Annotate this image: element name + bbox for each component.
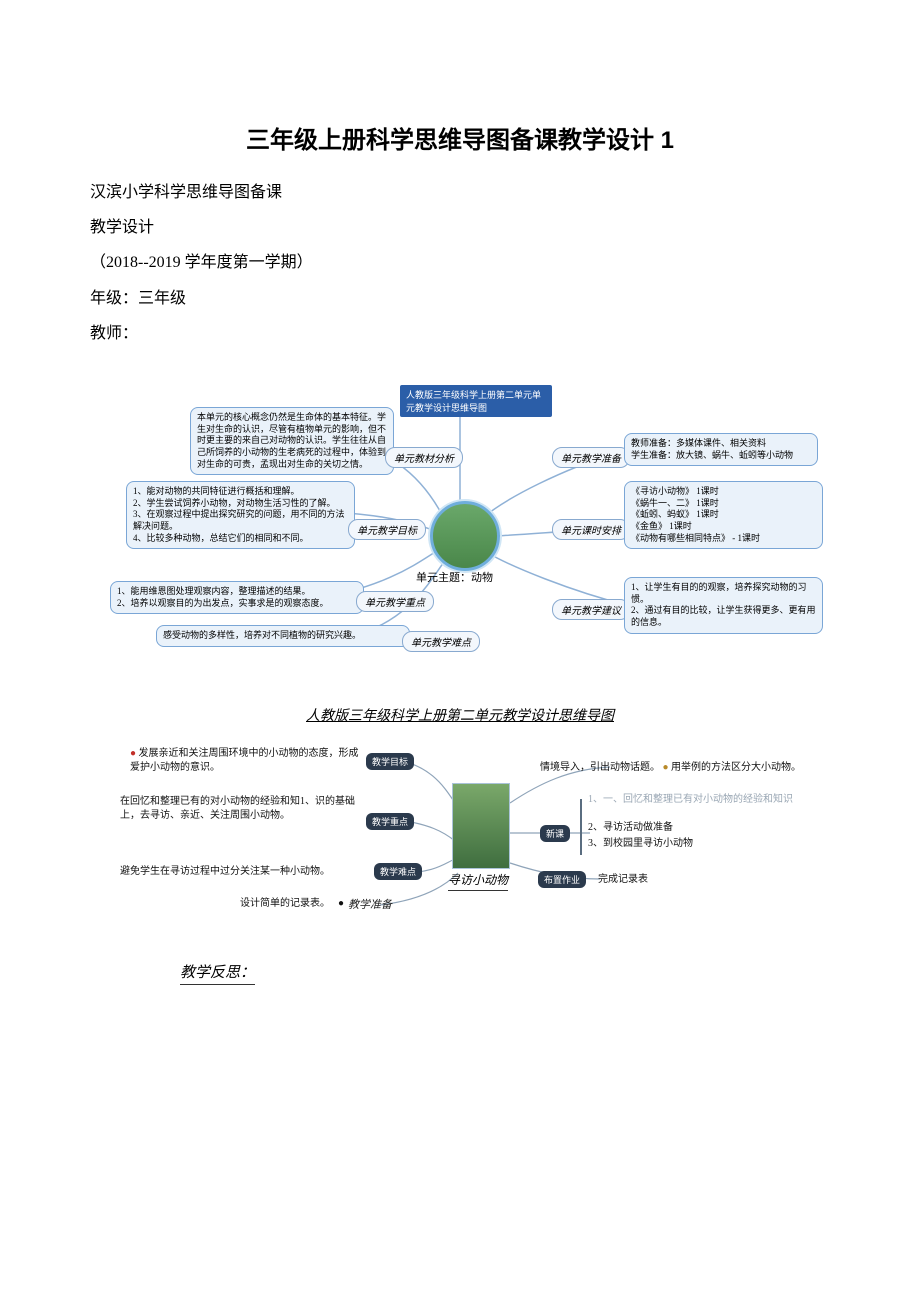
- lesson-3: 3、到校园里寻访小动物: [588, 837, 693, 851]
- suggestion-1: 1、让学生有目的的观察，培养探究动物的习惯。: [631, 582, 816, 605]
- schedule-3: 《蚯蚓、蚂蚁》 1课时: [631, 509, 816, 521]
- diagram2-title: 人教版三年级科学上册第二单元教学设计思维导图: [90, 705, 830, 725]
- difficulty-box: 感受动物的多样性，培养对不同植物的研究兴趣。: [156, 625, 410, 647]
- goal-1: 1、能对动物的共同特征进行概括和理解。: [133, 486, 348, 498]
- lesson-label-pill: 新课: [540, 825, 570, 842]
- center-topic: 寻访小动物: [448, 871, 508, 891]
- center-node: [430, 501, 500, 571]
- schedule-box: 《寻访小动物》 1课时 《蜗牛一、二》 1课时 《蚯蚓、蚂蚁》 1课时 《金鱼》…: [624, 481, 823, 549]
- homework-label-pill: 布置作业: [538, 871, 586, 888]
- bullet-icon-2: ●: [663, 762, 672, 773]
- suggestion-box: 1、让学生有目的的观察，培养探究动物的习惯。 2、通过有目的比较，让学生获得更多…: [624, 577, 823, 634]
- prep-label: 教学准备: [348, 896, 392, 912]
- schedule-5: 《动物有哪些相同特点》 - 1课时: [631, 533, 816, 545]
- bullet-gold-icon: ●: [338, 897, 344, 911]
- lesson-mindmap: ● 发展亲近和关注周围环境中的小动物的态度，形成爱护小动物的意识。 教学目标 在…: [90, 733, 830, 933]
- goals-label: 单元教学目标: [348, 519, 426, 540]
- intro-method: 用举例的方法区分大小动物。: [671, 762, 801, 773]
- goal-3: 3、在观察过程中提出探究研究的问题，用不同的方法解决问题。: [133, 509, 348, 532]
- grade: 年级：三年级: [90, 281, 830, 316]
- intro-text: 情境导入，引出动物话题。 ● 用举例的方法区分大小动物。: [540, 761, 801, 775]
- focus-2: 2、培养以观察目的为出发点，实事求是的观察态度。: [117, 598, 357, 610]
- prep-text: 设计简单的记录表。: [240, 897, 330, 911]
- difficulty-label-pill: 教学难点: [374, 863, 422, 880]
- focus-label-pill: 教学重点: [366, 813, 414, 830]
- vertical-bar: [580, 799, 582, 855]
- suggestion-label: 单元教学建议: [552, 599, 630, 620]
- subtitle-1: 汉滨小学科学思维导图备课: [90, 175, 830, 210]
- unit-mindmap: 人教版三年级科学上册第二单元单元教学设计思维导图 本单元的核心概念仍然是生命体的…: [90, 381, 830, 681]
- difficulty-label: 单元教学难点: [402, 631, 480, 652]
- focus-label: 单元教学重点: [356, 591, 434, 612]
- goal-content: 发展亲近和关注周围环境中的小动物的态度，形成爱护小动物的意识。: [130, 748, 359, 773]
- prep-box: 教师准备：多媒体课件、相关资料 学生准备：放大镜、蜗牛、蚯蚓等小动物: [624, 433, 818, 466]
- difficulty-text: 避免学生在寻访过程中过分关注某一种小动物。: [120, 865, 370, 879]
- prep-label: 单元教学准备: [552, 447, 630, 468]
- goal-2: 2、学生尝试饲养小动物，对动物生活习性的了解。: [133, 498, 348, 510]
- goal-text: ● 发展亲近和关注周围环境中的小动物的态度，形成爱护小动物的意识。: [130, 747, 360, 775]
- homework-text: 完成记录表: [598, 873, 648, 887]
- focus-text: 在回忆和整理已有的对小动物的经验和知1、识的基础上，去寻访、亲近、关注周围小动物…: [120, 795, 360, 823]
- focus-box: 1、能用维恩图处理观察内容，整理描述的结果。 2、培养以观察目的为出发点，实事求…: [110, 581, 364, 614]
- reflection-label: 教学反思：: [180, 961, 255, 985]
- lesson-1: 1、一、回忆和整理已有对小动物的经验和知识: [588, 793, 818, 807]
- intro-content: 情境导入，引出动物话题。: [540, 762, 660, 773]
- goal-label-pill: 教学目标: [366, 753, 414, 770]
- diagram-header: 人教版三年级科学上册第二单元单元教学设计思维导图: [400, 385, 552, 417]
- subtitle-2: 教学设计: [90, 210, 830, 245]
- semester: （2018--2019 学年度第一学期）: [90, 245, 830, 280]
- schedule-label: 单元课时安排: [552, 519, 630, 540]
- prep-teacher: 教师准备：多媒体课件、相关资料: [631, 438, 811, 450]
- page-title: 三年级上册科学思维导图备课教学设计 1: [90, 120, 830, 155]
- center-image: [452, 783, 510, 869]
- schedule-2: 《蜗牛一、二》 1课时: [631, 498, 816, 510]
- goals-box: 1、能对动物的共同特征进行概括和理解。 2、学生尝试饲养小动物，对动物生活习性的…: [126, 481, 355, 549]
- schedule-1: 《寻访小动物》 1课时: [631, 486, 816, 498]
- analysis-label: 单元教材分析: [385, 447, 463, 468]
- center-label: 单元主题：动物: [416, 569, 493, 585]
- focus-1: 1、能用维恩图处理观察内容，整理描述的结果。: [117, 586, 357, 598]
- lesson-2: 2、寻访活动做准备: [588, 821, 673, 835]
- schedule-4: 《金鱼》 1课时: [631, 521, 816, 533]
- teacher: 教师：: [90, 316, 830, 351]
- suggestion-2: 2、通过有目的比较，让学生获得更多、更有用的信息。: [631, 605, 816, 628]
- prep-student: 学生准备：放大镜、蜗牛、蚯蚓等小动物: [631, 450, 811, 462]
- bullet-icon: ●: [130, 748, 136, 759]
- goal-4: 4、比较多种动物，总结它们的相同和不同。: [133, 533, 348, 545]
- analysis-box: 本单元的核心概念仍然是生命体的基本特征。学生对生命的认识，尽管有植物单元的影响，…: [190, 407, 394, 475]
